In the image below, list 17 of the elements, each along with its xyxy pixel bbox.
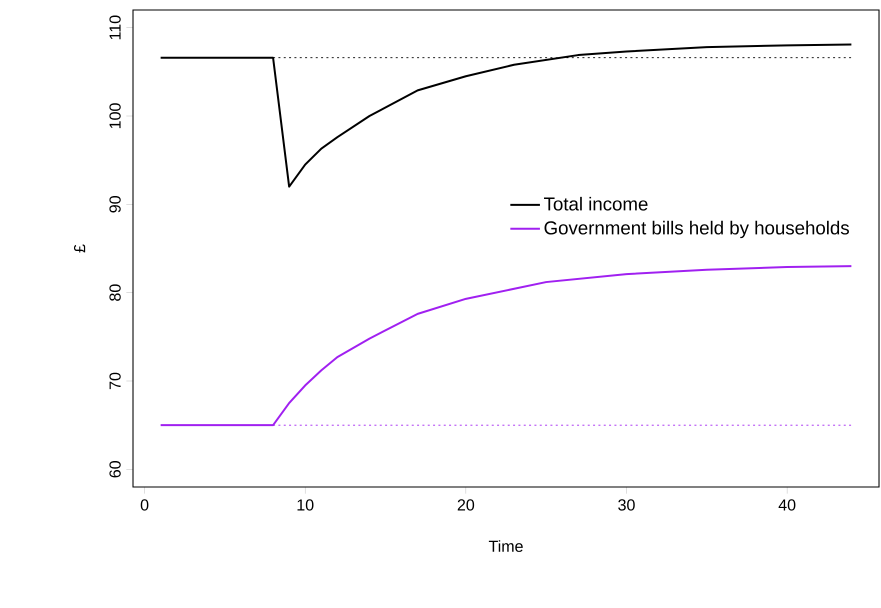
line-series — [160, 265, 852, 426]
y-tick-label: 110 — [109, 16, 121, 40]
x-tick-label: 0 — [140, 499, 148, 511]
x-tick-label: 40 — [778, 499, 796, 511]
legend-label: Government bills held by households — [544, 220, 849, 238]
x-tick-label: 20 — [458, 499, 474, 511]
x-tick-label: 10 — [298, 499, 314, 511]
y-tick-label: 90 — [109, 196, 121, 212]
y-tick-label: 60 — [109, 461, 121, 478]
y-tick-label: 100 — [109, 103, 121, 128]
y-tick-label: 80 — [109, 284, 121, 301]
y-axis-title: £ — [74, 244, 86, 252]
y-tick-label: 70 — [109, 372, 121, 390]
line-series — [160, 43, 852, 188]
legend-label: Total income — [544, 196, 648, 211]
x-tick-label: 30 — [618, 499, 635, 511]
x-axis-title: Time — [488, 540, 523, 552]
